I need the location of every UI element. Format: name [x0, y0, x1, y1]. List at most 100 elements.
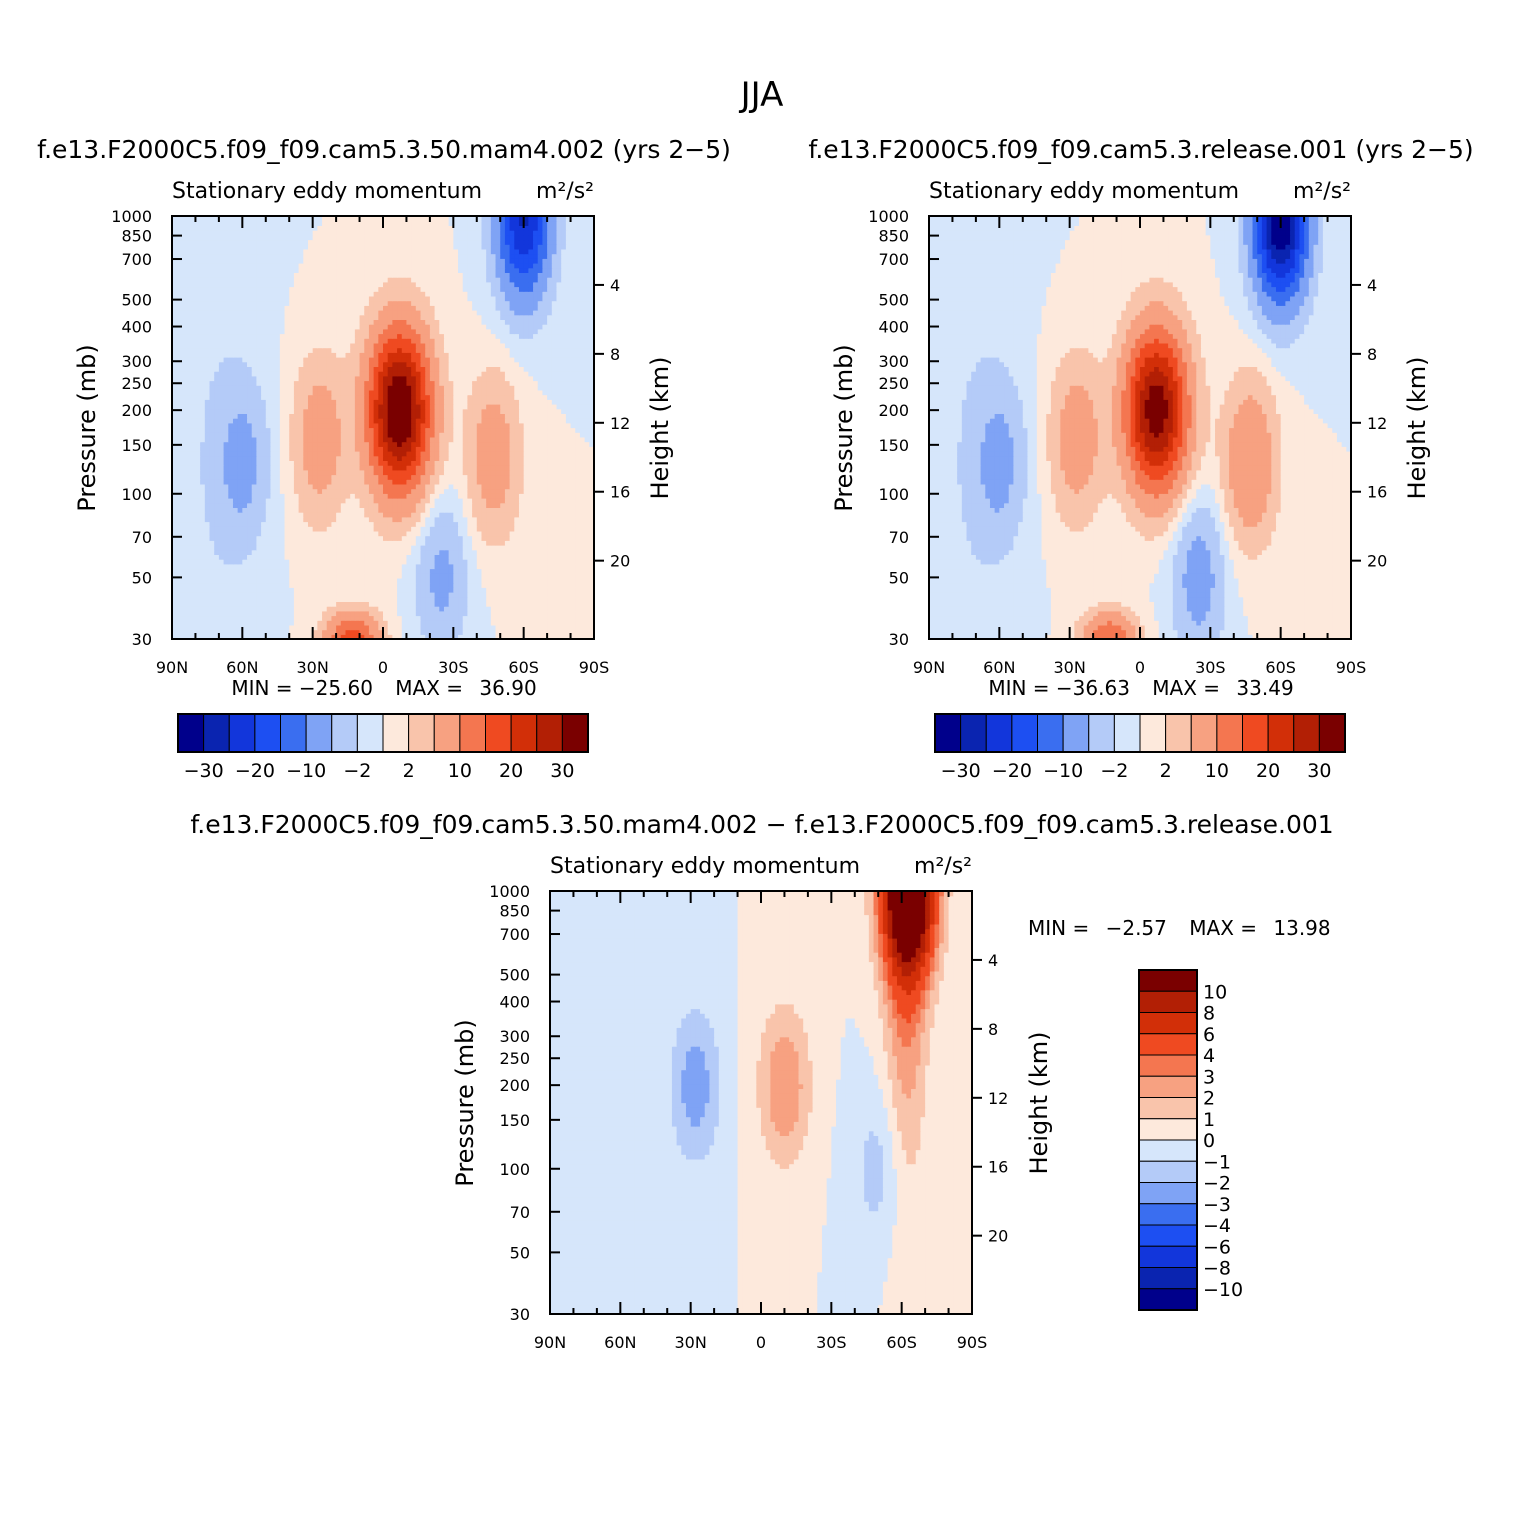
- contour-cell: [368, 592, 375, 598]
- contour-cell: [214, 385, 220, 391]
- contour-cell: [345, 624, 351, 631]
- contour-cell: [462, 380, 468, 386]
- contour-cell: [345, 615, 351, 621]
- contour-cell: [322, 554, 328, 560]
- contour-cell: [481, 526, 487, 532]
- contour-cell: [392, 451, 398, 457]
- contour-cell: [589, 502, 594, 508]
- contour-cell: [186, 573, 192, 579]
- contour-cell: [289, 592, 295, 598]
- contour-cell: [364, 629, 370, 635]
- contour-cell: [359, 418, 365, 424]
- contour-cell: [387, 512, 393, 518]
- contour-cell: [359, 380, 365, 386]
- contour-cell: [275, 404, 281, 410]
- contour-cell: [317, 634, 323, 639]
- contour-cell: [378, 460, 384, 466]
- contour-cell: [251, 535, 257, 541]
- contour-cell: [279, 418, 286, 424]
- contour-cell: [547, 394, 553, 400]
- contour-cell: [200, 629, 206, 635]
- figure-title: JJA: [739, 75, 784, 115]
- contour-cell: [401, 624, 408, 631]
- contour-cell: [523, 559, 529, 565]
- contour-cell: [251, 432, 257, 438]
- contour-cell: [350, 385, 356, 391]
- contour-cell: [223, 512, 229, 518]
- contour-cell: [579, 512, 586, 518]
- contour-cell: [504, 408, 511, 414]
- contour-cell: [218, 380, 225, 386]
- contour-cell: [232, 483, 239, 490]
- contour-cell: [523, 460, 529, 466]
- contour-cell: [401, 606, 408, 612]
- contour-cell: [331, 451, 337, 457]
- contour-cell: [518, 516, 525, 523]
- contour-cell: [401, 587, 408, 593]
- contour-cell: [289, 620, 295, 626]
- contour-cell: [172, 399, 178, 405]
- contour-cell: [472, 530, 478, 537]
- contour-cell: [373, 446, 379, 452]
- contour-cell: [303, 399, 309, 405]
- contour-cell: [237, 502, 243, 508]
- contour-cell: [336, 582, 342, 588]
- contour-cell: [551, 380, 558, 386]
- contour-cell: [392, 521, 398, 527]
- contour-cell: [209, 469, 215, 476]
- contour-cell: [186, 549, 192, 555]
- contour-cell: [406, 474, 412, 480]
- contour-cell: [293, 408, 300, 414]
- contour-cell: [556, 615, 562, 621]
- contour-cell: [392, 436, 398, 443]
- contour-cell: [397, 587, 403, 593]
- contour-cell: [406, 620, 412, 626]
- contour-cell: [265, 540, 272, 546]
- contour-cell: [368, 568, 375, 574]
- contour-cell: [415, 573, 422, 579]
- contour-cell: [237, 577, 243, 584]
- contour-cell: [279, 479, 286, 485]
- contour-cell: [486, 502, 492, 508]
- contour-cell: [551, 592, 558, 598]
- contour-cell: [336, 526, 342, 532]
- contour-cell: [476, 404, 483, 410]
- contour-cell: [462, 455, 468, 461]
- contour-cell: [556, 596, 562, 602]
- contour-cell: [490, 479, 497, 485]
- contour-cell: [434, 624, 440, 631]
- contour-cell: [368, 521, 375, 527]
- contour-cell: [303, 624, 309, 631]
- contour-cell: [561, 540, 567, 546]
- contour-cell: [354, 540, 361, 546]
- contour-cell: [284, 446, 290, 452]
- contour-cell: [443, 436, 450, 443]
- contour-cell: [518, 624, 525, 631]
- contour-cell: [584, 451, 590, 457]
- contour-cell: [411, 530, 417, 537]
- contour-cell: [237, 469, 243, 476]
- contour-cell: [307, 507, 314, 513]
- contour-cell: [265, 399, 272, 405]
- contour-cell: [481, 516, 487, 523]
- contour-cell: [462, 535, 468, 541]
- contour-cell: [556, 404, 562, 410]
- contour-cell: [331, 413, 337, 419]
- contour-cell: [247, 493, 253, 499]
- contour-cell: [289, 554, 295, 560]
- contour-cell: [547, 587, 553, 593]
- contour-cell: [270, 385, 276, 391]
- contour-cell: [533, 432, 539, 438]
- contour-cell: [439, 432, 445, 438]
- contour-cell: [448, 554, 454, 560]
- contour-cell: [293, 394, 300, 400]
- contour-cell: [326, 634, 333, 639]
- contour-cell: [486, 427, 492, 433]
- contour-cell: [387, 624, 393, 631]
- contour-cell: [551, 455, 558, 461]
- contour-cell: [312, 483, 318, 490]
- contour-cell: [575, 460, 581, 466]
- contour-cell: [434, 380, 440, 386]
- contour-cell: [322, 549, 328, 555]
- contour-cell: [397, 474, 403, 480]
